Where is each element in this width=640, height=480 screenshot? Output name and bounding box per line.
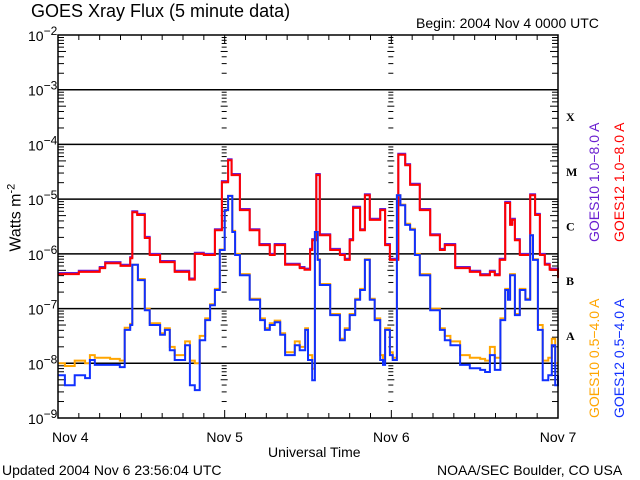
y-tick-exponent: −5 — [44, 188, 58, 202]
y-tick-exponent: −7 — [44, 298, 58, 312]
updated-timestamp: Updated 2004 Nov 6 23:56:04 UTC — [2, 462, 222, 478]
y-tick-label: 10−5 — [28, 188, 58, 208]
plot-frame — [57, 34, 559, 419]
y-tick-label: 10−8 — [28, 352, 58, 372]
x-axis-label: Universal Time — [268, 444, 361, 460]
series-line-3 — [58, 194, 559, 392]
y-tick-label: 10−2 — [28, 24, 58, 44]
credit-text: NOAA/SEC Boulder, CO USA — [437, 462, 623, 478]
y-tick-exponent: −4 — [44, 133, 58, 147]
x-tick-label: Nov 5 — [206, 429, 243, 445]
y-tick-base: 10 — [28, 192, 44, 208]
y-tick-exponent: −2 — [44, 24, 58, 38]
y-tick-label: 10−3 — [28, 79, 58, 99]
y-tick-base: 10 — [28, 137, 44, 153]
x-tick-label: Nov 7 — [540, 429, 577, 445]
chart-title: GOES Xray Flux (5 minute data) — [31, 1, 291, 21]
y-tick-exponent: −8 — [44, 352, 58, 366]
y-tick-base: 10 — [28, 28, 44, 44]
y-tick-exponent: −6 — [44, 243, 58, 257]
x-tick-label: Nov 6 — [373, 429, 410, 445]
y-tick-label: 10−4 — [28, 133, 58, 153]
y-tick-base: 10 — [28, 83, 44, 99]
y-tick-label: 10−9 — [28, 407, 58, 427]
y-tick-base: 10 — [28, 411, 44, 427]
begin-time: Begin: 2004 Nov 4 0000 UTC — [416, 15, 599, 31]
flare-class-label: C — [566, 220, 575, 234]
flare-class-label: M — [566, 165, 577, 179]
y-tick-exponent: −3 — [44, 79, 58, 93]
flare-class-label: A — [566, 329, 575, 343]
y-tick-base: 10 — [28, 247, 44, 263]
x-tick-label: Nov 4 — [52, 429, 89, 445]
y-tick-exponent: −9 — [44, 407, 58, 421]
flare-class-label: X — [566, 110, 575, 124]
y-tick-base: 10 — [28, 356, 44, 372]
y-tick-base: 10 — [28, 302, 44, 318]
y-tick-label: 10−6 — [28, 243, 58, 263]
series-line-1 — [58, 153, 559, 281]
flare-class-label: B — [566, 274, 574, 288]
y-tick-label: 10−7 — [28, 298, 58, 318]
